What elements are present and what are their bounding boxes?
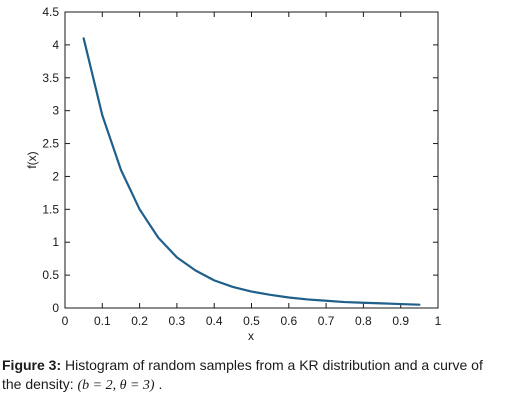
y-axis-tick-labels: 0 0.5 1 1.5 2 2.5 3 3.5 4 4.5 <box>42 5 59 315</box>
caption-end: . <box>158 376 163 392</box>
y-tick-label: 3.5 <box>42 71 59 85</box>
plot-area-frame <box>64 11 439 309</box>
x-tick-label: 0.8 <box>355 314 372 328</box>
x-axis-tick-labels: 0 0.1 0.2 0.3 0.4 0.5 0.6 0.7 0.8 0.9 1 <box>62 314 442 328</box>
y-tick-label: 3 <box>52 104 59 118</box>
x-tick-label: 1 <box>435 314 442 328</box>
y-tick-label: 4.5 <box>42 5 59 19</box>
x-tick-label: 0 <box>62 314 69 328</box>
x-tick-label: 0.6 <box>280 314 297 328</box>
y-tick-label: 1 <box>52 235 59 249</box>
y-tick-label: 4 <box>52 38 59 52</box>
caption-text: Histogram of random samples from a KR di… <box>2 357 483 392</box>
x-axis-ticks <box>64 12 439 308</box>
x-tick-label: 0.5 <box>243 314 260 328</box>
y-axis-ticks <box>65 11 438 309</box>
y-tick-label: 2.5 <box>42 137 59 151</box>
x-tick-label: 0.7 <box>318 314 335 328</box>
x-tick-label: 0.3 <box>169 314 186 328</box>
y-axis-label: f(x) <box>25 151 39 168</box>
y-tick-label: 2 <box>52 169 59 183</box>
y-tick-label: 0 <box>52 301 59 315</box>
x-tick-label: 0.4 <box>206 314 223 328</box>
x-tick-label: 0.9 <box>392 314 409 328</box>
y-tick-label: 1.5 <box>42 202 59 216</box>
x-axis-label: x <box>248 329 254 343</box>
figure-caption: Figure 3: Histogram of random samples fr… <box>2 356 502 395</box>
x-tick-label: 0.2 <box>131 314 148 328</box>
x-tick-label: 0.1 <box>94 314 111 328</box>
chart: 0 0.1 0.2 0.3 0.4 0.5 0.6 0.7 0.8 0.9 1 0 0.5 1 1.5 2 2… <box>25 5 442 343</box>
density-curve <box>82 37 421 306</box>
caption-formula: (b = 2, θ = 3) <box>77 378 155 393</box>
y-tick-label: 0.5 <box>42 268 59 282</box>
figure-label: Figure 3: <box>2 357 62 373</box>
